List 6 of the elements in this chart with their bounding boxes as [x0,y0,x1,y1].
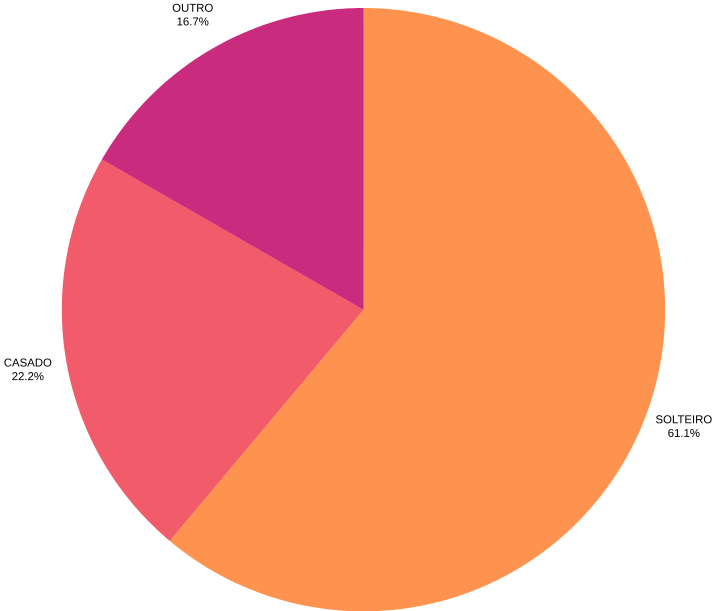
slice-label: SOLTEIRO [656,415,712,424]
data-label: 61.1% [668,428,700,437]
slice-label: OUTRO [172,4,213,12]
slice-label: CASADO [4,358,52,366]
data-label: 22.2% [12,372,44,380]
data-label: 16.7% [177,17,208,26]
